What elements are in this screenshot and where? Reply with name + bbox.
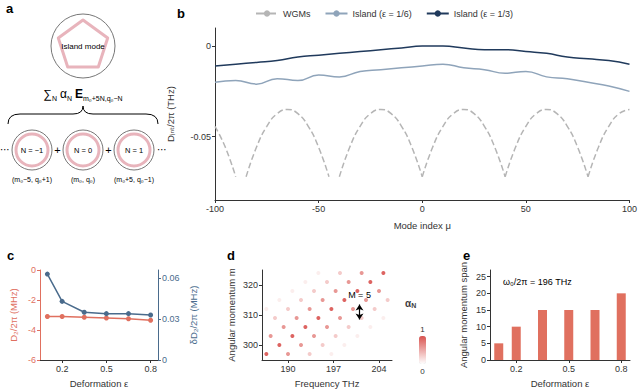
svg-text:-4: -4 xyxy=(28,325,36,335)
svg-text:(m₀−5, q₀+1): (m₀−5, q₀+1) xyxy=(12,176,52,184)
svg-text:Deformation ε: Deformation ε xyxy=(70,378,129,389)
svg-text:Dᵢₙₜ/2π (THz): Dᵢₙₜ/2π (THz) xyxy=(165,86,176,142)
svg-text:-2: -2 xyxy=(28,295,36,305)
svg-text:197: 197 xyxy=(326,364,341,374)
svg-text:N = −1: N = −1 xyxy=(21,146,44,155)
svg-text:Island (ε = 1/6): Island (ε = 1/6) xyxy=(352,9,411,19)
svg-text:Angular momentum span: Angular momentum span xyxy=(458,262,469,368)
svg-text:25: 25 xyxy=(476,272,486,282)
svg-text:+: + xyxy=(105,144,111,156)
svg-text:0.03: 0.03 xyxy=(162,314,180,324)
svg-text:15: 15 xyxy=(476,305,486,315)
svg-text:190: 190 xyxy=(280,364,295,374)
svg-text:1: 1 xyxy=(420,325,425,334)
svg-text:+: + xyxy=(54,144,60,156)
svg-text:50: 50 xyxy=(521,204,531,214)
svg-text:N = 1: N = 1 xyxy=(125,146,143,155)
svg-text:(m₀, q₀): (m₀, q₀) xyxy=(71,176,95,184)
svg-text:N = 0: N = 0 xyxy=(74,146,92,155)
svg-text:-6: -6 xyxy=(28,355,36,365)
svg-text:10: 10 xyxy=(476,322,486,332)
svg-text:-0.05: -0.05 xyxy=(190,132,211,142)
svg-text:e: e xyxy=(463,248,470,263)
svg-text:0.8: 0.8 xyxy=(615,364,628,374)
svg-text:0.5: 0.5 xyxy=(100,364,113,374)
svg-text:-100: -100 xyxy=(206,204,224,214)
svg-text:Deformation ε: Deformation ε xyxy=(531,378,590,389)
svg-text:0: 0 xyxy=(31,265,36,275)
svg-text:WGMs: WGMs xyxy=(283,9,311,19)
svg-text:⋯: ⋯ xyxy=(157,144,167,155)
svg-text:0: 0 xyxy=(420,367,425,376)
svg-text:100: 100 xyxy=(622,204,637,214)
svg-text:δD₂/2π (MHz): δD₂/2π (MHz) xyxy=(188,286,199,345)
svg-text:Island (ε = 1/3): Island (ε = 1/3) xyxy=(454,9,513,19)
svg-text:b: b xyxy=(177,6,185,21)
svg-text:300: 300 xyxy=(243,340,258,350)
svg-text:M = 5: M = 5 xyxy=(348,290,371,300)
svg-text:Frequency THz: Frequency THz xyxy=(295,378,360,389)
svg-text:0.2: 0.2 xyxy=(56,364,69,374)
svg-text:(m₀+5, q₀−1): (m₀+5, q₀−1) xyxy=(114,176,154,184)
svg-text:0: 0 xyxy=(206,41,211,51)
svg-text:5: 5 xyxy=(481,338,486,348)
svg-text:20: 20 xyxy=(476,288,486,298)
svg-text:0: 0 xyxy=(162,355,167,365)
svg-text:204: 204 xyxy=(371,364,386,374)
svg-text:-50: -50 xyxy=(312,204,325,214)
svg-text:∑NαNEm₀+5N,q₀−N: ∑NαNEm₀+5N,q₀−N xyxy=(43,87,122,103)
svg-text:0.2: 0.2 xyxy=(510,364,523,374)
svg-text:α: α xyxy=(405,297,412,309)
svg-text:0.06: 0.06 xyxy=(162,273,180,283)
svg-text:310: 310 xyxy=(243,310,258,320)
svg-text:c: c xyxy=(7,248,14,263)
svg-text:0.5: 0.5 xyxy=(562,364,575,374)
svg-text:0.8: 0.8 xyxy=(144,364,157,374)
svg-text:d: d xyxy=(227,248,235,263)
svg-text:⋯: ⋯ xyxy=(0,144,10,155)
svg-text:ω₀/2π = 196 THz: ω₀/2π = 196 THz xyxy=(503,277,572,287)
svg-text:a: a xyxy=(6,1,14,16)
svg-text:0: 0 xyxy=(481,355,486,365)
svg-text:Island mode: Island mode xyxy=(61,42,105,51)
svg-text:D₂/2π (MHz): D₂/2π (MHz) xyxy=(8,288,19,342)
svg-text:Angular momentum m: Angular momentum m xyxy=(226,268,237,362)
svg-text:N: N xyxy=(411,302,416,309)
svg-text:0: 0 xyxy=(420,204,425,214)
svg-text:Mode index μ: Mode index μ xyxy=(394,220,451,231)
svg-text:320: 320 xyxy=(243,280,258,290)
